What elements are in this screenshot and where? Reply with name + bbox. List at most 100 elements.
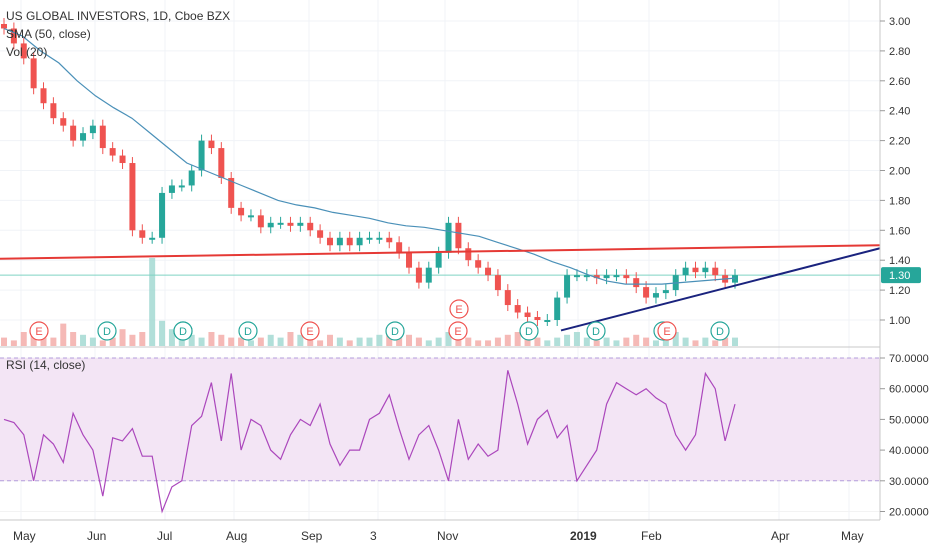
volume-bar [188, 334, 195, 346]
volume-bar [198, 337, 205, 346]
volume-bar [435, 337, 442, 346]
volume-bar [307, 337, 314, 346]
candle-body [455, 222, 462, 249]
svg-text:D: D [391, 326, 399, 338]
volume-bar [415, 337, 422, 346]
dividend-marker[interactable]: D [97, 321, 117, 341]
candle-body [652, 293, 659, 298]
volume-bar [682, 337, 689, 346]
candle-body [544, 320, 551, 322]
candle-body [485, 267, 492, 276]
volume-bar [89, 337, 96, 346]
time-tick: 2019 [570, 529, 597, 543]
svg-text:E: E [455, 304, 462, 316]
volume-bar [218, 334, 225, 346]
candle-body [494, 275, 501, 291]
volume-bar [10, 340, 17, 346]
volume-bar [573, 332, 580, 346]
price-tick: 2.40 [889, 106, 910, 118]
volume-bar [149, 258, 156, 346]
dividend-marker[interactable]: D [519, 321, 539, 341]
candle-body [228, 177, 235, 208]
volume-bar [366, 337, 373, 346]
price-tick: 2.00 [889, 166, 910, 178]
rsi-tick: 40.0000 [889, 445, 929, 457]
candle-body [346, 237, 353, 246]
dividend-marker[interactable]: D [173, 321, 193, 341]
svg-text:D: D [525, 326, 533, 338]
volume-bar [554, 337, 561, 346]
support-trendline [560, 247, 881, 332]
candle-body [287, 222, 294, 226]
earnings-marker[interactable]: E [657, 321, 677, 341]
rsi-tick: 20.0000 [889, 507, 929, 519]
candle-body [662, 290, 669, 294]
rsi-band [0, 358, 880, 481]
price-axis[interactable]: 3.00 2.80 2.60 2.40 2.20 2.00 1.80 1.60 1.40 1.20… [880, 16, 910, 327]
rsi-tick: 50.0000 [889, 414, 929, 426]
time-tick: Aug [226, 529, 247, 543]
candle-body [60, 118, 67, 126]
volume-bar [722, 337, 729, 346]
earnings-marker[interactable]: E [449, 299, 469, 319]
sma-legend: SMA (50, close) [6, 27, 91, 41]
candle-body [99, 125, 106, 149]
dividend-marker[interactable]: D [586, 321, 606, 341]
candle-body [692, 267, 699, 273]
earnings-marker[interactable]: E [300, 321, 320, 341]
candle-body [50, 103, 57, 119]
candle-body [554, 297, 561, 320]
current-price-label: 1.30 [889, 270, 910, 282]
svg-text:D: D [244, 326, 252, 338]
candle-body [475, 260, 482, 268]
svg-text:D: D [716, 326, 724, 338]
volume-bar [643, 337, 650, 346]
dividend-marker[interactable]: D [238, 321, 258, 341]
candle-body [524, 312, 531, 318]
svg-text:E: E [306, 326, 313, 338]
candle-body [613, 275, 620, 278]
rsi-axis[interactable]: 70.0000 60.0000 50.0000 40.0000 30.0000 20.00… [880, 353, 929, 519]
time-tick: May [13, 529, 36, 543]
candle-body [435, 252, 442, 268]
time-tick: 3 [370, 529, 377, 543]
volume-bar [287, 332, 294, 346]
time-axis[interactable]: May Jun Jul Aug Sep 3 Nov 2019 Feb Apr May [13, 529, 864, 543]
rsi-tick: 60.0000 [889, 384, 929, 396]
volume-bar [297, 334, 304, 346]
dividend-marker[interactable]: D [710, 321, 730, 341]
svg-text:D: D [592, 326, 600, 338]
candle-body [682, 267, 689, 276]
svg-text:E: E [454, 326, 461, 338]
volume-bar [277, 337, 284, 346]
candle-body [396, 242, 403, 253]
volume-bar [267, 334, 274, 346]
volume-bar [544, 340, 551, 346]
candle-body [307, 222, 314, 231]
symbol-title: US GLOBAL INVESTORS, 1D, Cboe BZX [6, 9, 230, 23]
resistance-trendline [0, 244, 881, 260]
volume-bar [317, 340, 324, 346]
earnings-marker[interactable]: E [448, 321, 468, 341]
candle-body [504, 290, 511, 306]
volume-bar [732, 337, 738, 346]
candle-body [573, 275, 580, 278]
earnings-marker[interactable]: E [29, 321, 49, 341]
volume-bar [129, 334, 136, 346]
current-price-tag [881, 267, 921, 284]
volume-bar [80, 334, 87, 346]
candle-body [149, 237, 156, 240]
time-tick: Jul [157, 529, 172, 543]
volume-bar [672, 332, 679, 346]
volume-bar [109, 337, 116, 346]
volume-bar [356, 337, 363, 346]
dividend-marker[interactable]: D [385, 321, 405, 341]
volume-bar [70, 332, 77, 346]
candle-body [168, 185, 175, 193]
time-tick: Feb [641, 529, 662, 543]
candle-body [633, 278, 640, 288]
svg-text:D: D [103, 326, 111, 338]
volume-bar [633, 334, 640, 346]
volume-bar [99, 340, 106, 346]
